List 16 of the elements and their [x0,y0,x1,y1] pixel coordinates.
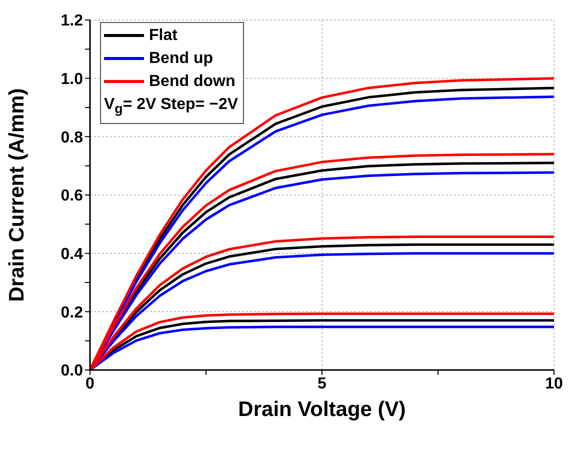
legend-label: Bend up [149,49,213,69]
legend-label: Flat [149,26,178,46]
annotation: V$_{g}$= 2V Step= −2V [104,95,238,118]
x-tick-label: 10 [545,375,563,392]
y-tick-label: 0.4 [60,246,84,264]
y-axis-title: Drain Current (A/mm) [5,88,28,302]
x-tick-label: 0 [86,375,95,392]
y-tick-label: 1.0 [60,71,84,88]
y-tick-label: 0.6 [60,188,84,205]
legend-label: Bend down [149,72,236,92]
y-tick-label: 0.0 [60,362,84,380]
y-tick-label: 0.2 [60,304,84,322]
y-tick-label: 0.8 [60,129,84,146]
x-axis-title: Drain Voltage (V) [238,398,406,421]
x-tick-label: 5 [318,375,327,392]
y-tick-label: 1.2 [60,12,84,30]
